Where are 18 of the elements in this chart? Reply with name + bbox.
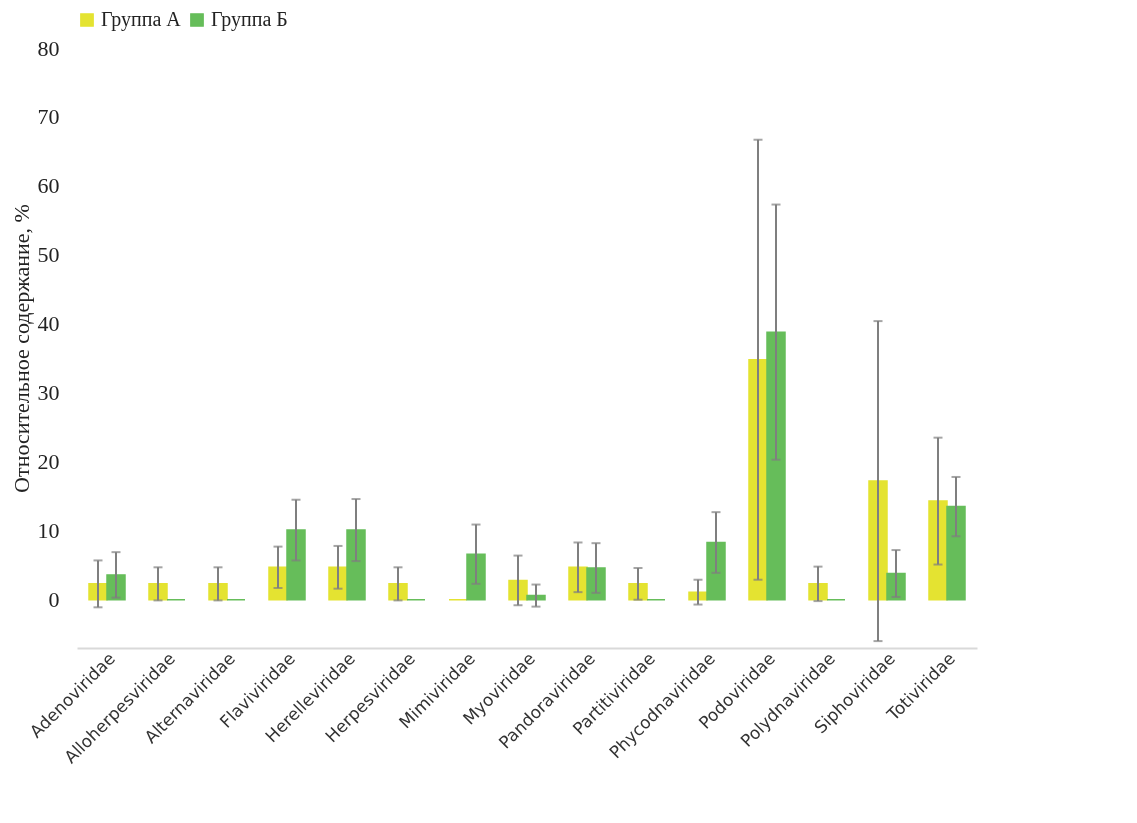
- bar: [706, 541, 726, 601]
- bar: [766, 331, 786, 601]
- y-tick-label: 40: [37, 311, 60, 337]
- y-tick-label: 80: [37, 35, 60, 61]
- y-tick-label: 10: [37, 518, 60, 544]
- legend-label: Группа Б: [211, 8, 288, 31]
- y-tick-label: 0: [48, 587, 60, 613]
- y-tick-label: 50: [37, 242, 60, 268]
- y-tick-label: 60: [37, 173, 60, 199]
- legend-label: Группа А: [101, 8, 182, 31]
- y-axis-title: Относительное содержание, %: [8, 204, 34, 493]
- y-tick-label: 30: [37, 380, 60, 406]
- bar: [466, 553, 486, 601]
- bar: [286, 529, 306, 601]
- y-tick-label: 20: [37, 449, 60, 475]
- bar: [346, 529, 366, 601]
- bar: [946, 505, 966, 601]
- y-tick-label: 70: [37, 104, 60, 130]
